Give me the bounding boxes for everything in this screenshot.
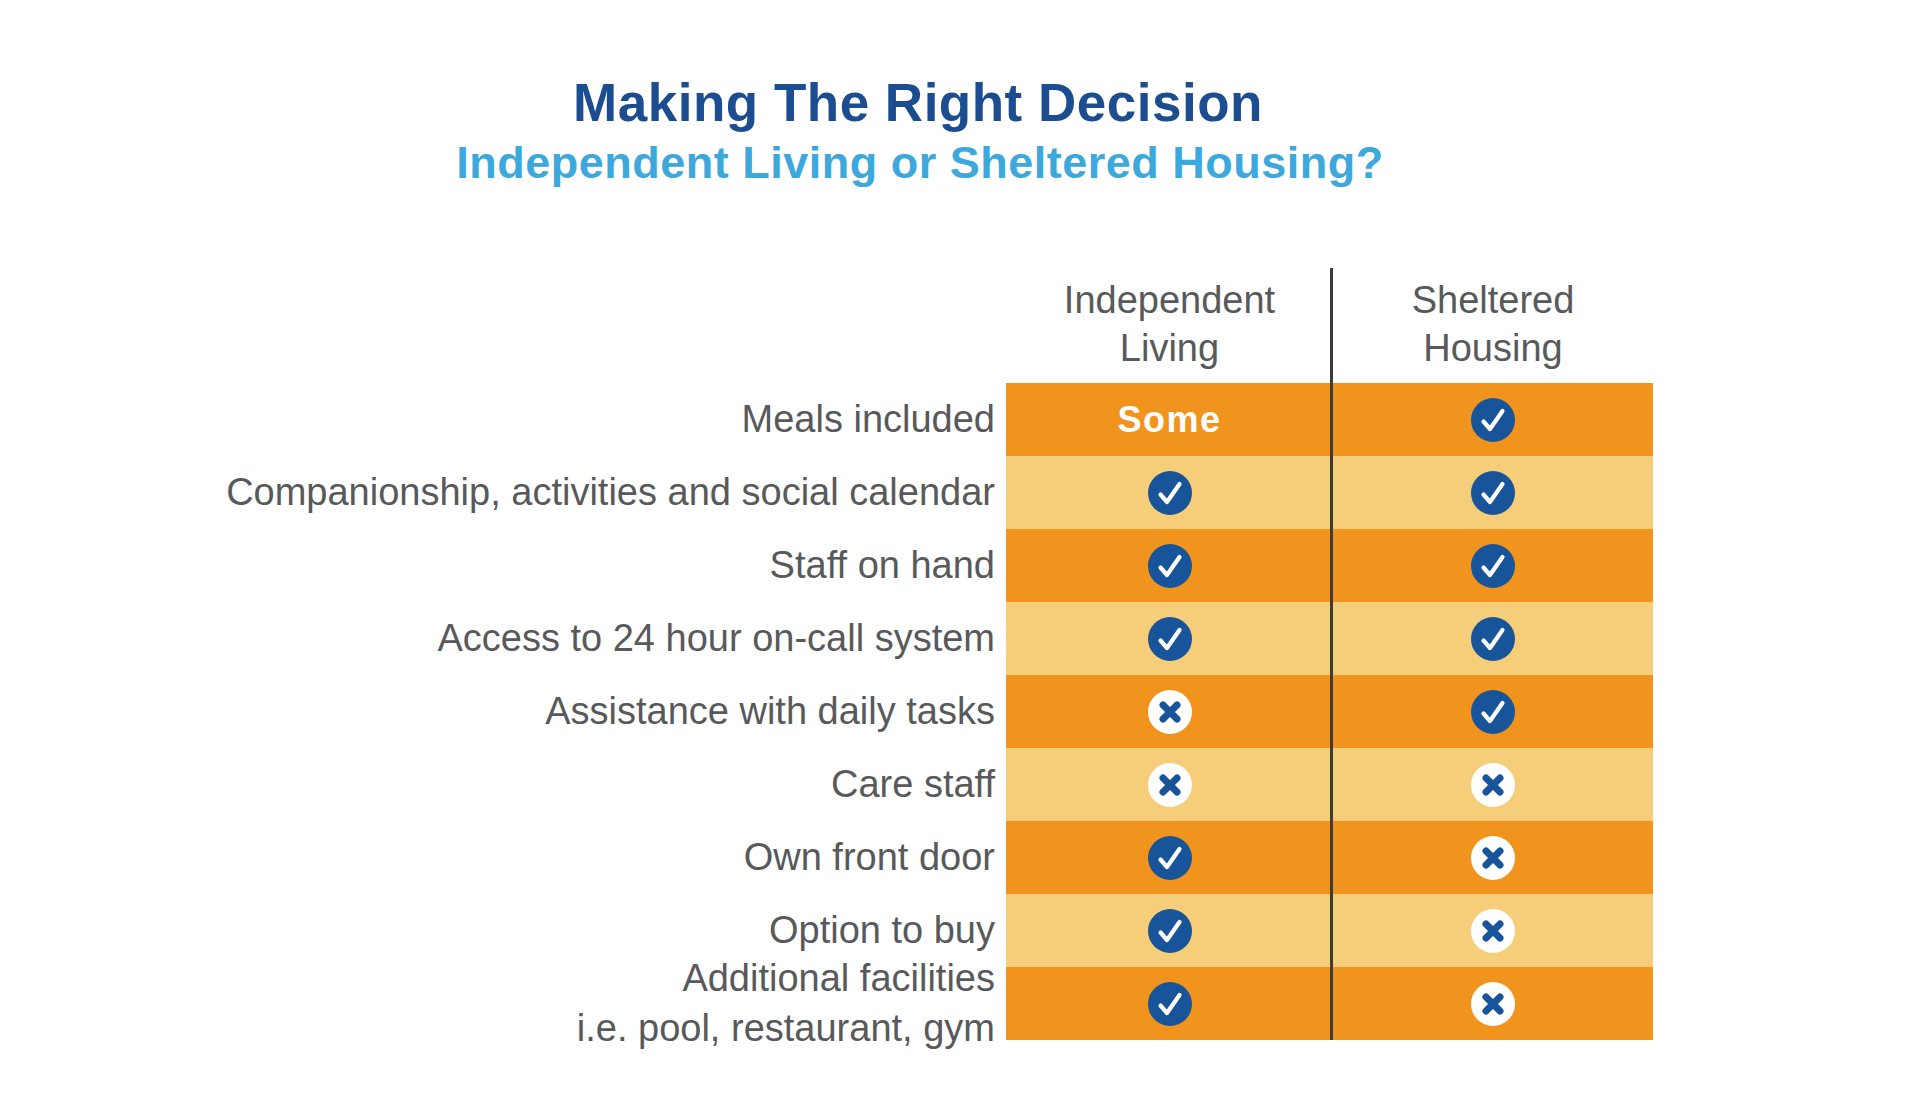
row-label-line: i.e. pool, restaurant, gym — [577, 1004, 995, 1053]
column-header-sheltered-housing: Sheltered Housing — [1333, 268, 1653, 383]
cross-icon — [1148, 690, 1192, 734]
table-row: Staff on hand — [0, 529, 1920, 602]
row-label: Assistance with daily tasks — [0, 675, 1006, 748]
row-label-line: Meals included — [742, 395, 995, 444]
cell-sheltered-housing — [1333, 383, 1653, 456]
cell-independent-living — [1006, 748, 1333, 821]
check-icon — [1471, 617, 1515, 661]
cell-independent-living: Some — [1006, 383, 1333, 456]
cell-sheltered-housing — [1333, 821, 1653, 894]
column-header-line: Living — [1120, 324, 1219, 373]
cross-icon — [1471, 836, 1515, 880]
check-icon — [1471, 471, 1515, 515]
column-header-line: Sheltered — [1412, 276, 1575, 325]
row-label-line: Additional facilities — [682, 954, 995, 1003]
table-row: Own front door — [0, 821, 1920, 894]
cell-sheltered-housing — [1333, 748, 1653, 821]
cross-icon — [1471, 982, 1515, 1026]
cell-sheltered-housing — [1333, 967, 1653, 1040]
cell-independent-living — [1006, 456, 1333, 529]
cell-sheltered-housing — [1333, 456, 1653, 529]
check-icon — [1148, 617, 1192, 661]
column-header-line: Independent — [1064, 276, 1275, 325]
row-label: Meals included — [0, 383, 1006, 456]
table-row: Companionship, activities and social cal… — [0, 456, 1920, 529]
check-icon — [1471, 690, 1515, 734]
subtitle: Independent Living or Sheltered Housing? — [0, 137, 1840, 189]
check-icon — [1148, 836, 1192, 880]
cell-independent-living — [1006, 821, 1333, 894]
table-row: Additional facilitiesi.e. pool, restaura… — [0, 967, 1920, 1040]
table-row: Assistance with daily tasks — [0, 675, 1920, 748]
table-row: Care staff — [0, 748, 1920, 821]
row-label-line: Option to buy — [769, 906, 995, 955]
check-icon — [1471, 544, 1515, 588]
cell-independent-living — [1006, 602, 1333, 675]
row-label-line: Care staff — [831, 760, 995, 809]
comparison-table: Meals included Some Companionship, activit… — [0, 383, 1920, 1040]
table-row: Access to 24 hour on-call system — [0, 602, 1920, 675]
row-label-line: Own front door — [744, 833, 995, 882]
cell-sheltered-housing — [1333, 529, 1653, 602]
row-label: Additional facilitiesi.e. pool, restaura… — [0, 967, 1006, 1040]
cell-independent-living — [1006, 894, 1333, 967]
check-icon — [1148, 982, 1192, 1026]
row-label-line: Access to 24 hour on-call system — [437, 614, 995, 663]
partial-value-text: Some — [1117, 399, 1221, 441]
row-label-line: Staff on hand — [770, 541, 995, 590]
cell-sheltered-housing — [1333, 602, 1653, 675]
cell-independent-living — [1006, 529, 1333, 602]
main-title: Making The Right Decision — [0, 72, 1836, 133]
cross-icon — [1471, 763, 1515, 807]
check-icon — [1148, 544, 1192, 588]
row-label: Staff on hand — [0, 529, 1006, 602]
infographic-canvas: Making The Right Decision Independent Li… — [0, 0, 1920, 1098]
row-label-line: Companionship, activities and social cal… — [226, 468, 995, 517]
cell-sheltered-housing — [1333, 894, 1653, 967]
cross-icon — [1148, 763, 1192, 807]
column-header-independent-living: Independent Living — [1006, 268, 1333, 383]
row-label: Care staff — [0, 748, 1006, 821]
table-row: Meals included Some — [0, 383, 1920, 456]
column-header-line: Housing — [1423, 324, 1562, 373]
cell-independent-living — [1006, 675, 1333, 748]
check-icon — [1148, 471, 1192, 515]
check-icon — [1471, 398, 1515, 442]
cell-sheltered-housing — [1333, 675, 1653, 748]
row-label: Own front door — [0, 821, 1006, 894]
row-label: Companionship, activities and social cal… — [0, 456, 1006, 529]
column-divider-line — [1330, 268, 1333, 1040]
row-label: Access to 24 hour on-call system — [0, 602, 1006, 675]
row-label-line: Assistance with daily tasks — [545, 687, 995, 736]
cell-independent-living — [1006, 967, 1333, 1040]
check-icon — [1148, 909, 1192, 953]
cross-icon — [1471, 909, 1515, 953]
